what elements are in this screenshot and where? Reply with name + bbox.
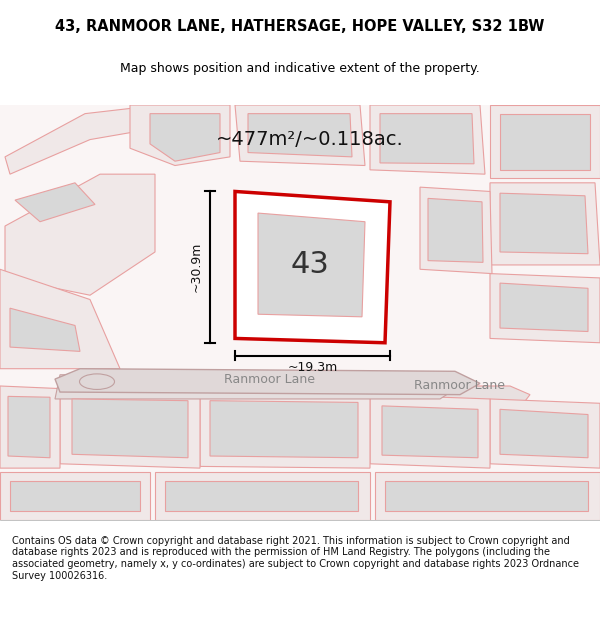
Polygon shape: [10, 308, 80, 351]
Polygon shape: [0, 472, 150, 520]
Polygon shape: [72, 399, 188, 458]
Polygon shape: [370, 105, 485, 174]
Polygon shape: [235, 191, 390, 342]
Polygon shape: [258, 213, 365, 317]
Polygon shape: [500, 409, 588, 458]
Text: ~30.9m: ~30.9m: [190, 242, 203, 292]
Polygon shape: [10, 481, 140, 511]
Polygon shape: [165, 481, 358, 511]
Polygon shape: [235, 105, 365, 166]
Polygon shape: [500, 193, 588, 254]
Text: Map shows position and indicative extent of the property.: Map shows position and indicative extent…: [120, 62, 480, 75]
Polygon shape: [420, 187, 492, 274]
Polygon shape: [370, 394, 490, 468]
Text: Ranmoor Lane: Ranmoor Lane: [224, 372, 316, 386]
Polygon shape: [500, 283, 588, 331]
Polygon shape: [8, 396, 50, 458]
Polygon shape: [490, 182, 600, 265]
Polygon shape: [200, 390, 370, 468]
Polygon shape: [130, 105, 230, 166]
Text: ~19.3m: ~19.3m: [287, 361, 338, 374]
Polygon shape: [0, 386, 60, 468]
Polygon shape: [60, 389, 200, 468]
Polygon shape: [428, 198, 483, 262]
Polygon shape: [500, 114, 590, 170]
Polygon shape: [55, 369, 480, 394]
Text: Contains OS data © Crown copyright and database right 2021. This information is : Contains OS data © Crown copyright and d…: [12, 536, 579, 581]
Polygon shape: [15, 182, 95, 222]
Polygon shape: [0, 269, 120, 369]
Ellipse shape: [79, 374, 115, 389]
Text: Ranmoor Lane: Ranmoor Lane: [415, 379, 505, 392]
Polygon shape: [382, 406, 478, 458]
Text: 43: 43: [290, 251, 329, 279]
Polygon shape: [5, 174, 155, 295]
Polygon shape: [5, 105, 165, 174]
Polygon shape: [490, 274, 600, 342]
Polygon shape: [55, 375, 460, 399]
Polygon shape: [490, 105, 600, 179]
Polygon shape: [490, 399, 600, 468]
Polygon shape: [248, 114, 352, 157]
Text: 43, RANMOOR LANE, HATHERSAGE, HOPE VALLEY, S32 1BW: 43, RANMOOR LANE, HATHERSAGE, HOPE VALLE…: [55, 19, 545, 34]
Polygon shape: [385, 481, 588, 511]
Polygon shape: [210, 401, 358, 458]
Polygon shape: [150, 114, 220, 161]
Polygon shape: [85, 386, 530, 408]
Polygon shape: [155, 472, 370, 520]
Text: ~477m²/~0.118ac.: ~477m²/~0.118ac.: [216, 130, 404, 149]
Polygon shape: [375, 472, 600, 520]
Polygon shape: [380, 114, 474, 164]
